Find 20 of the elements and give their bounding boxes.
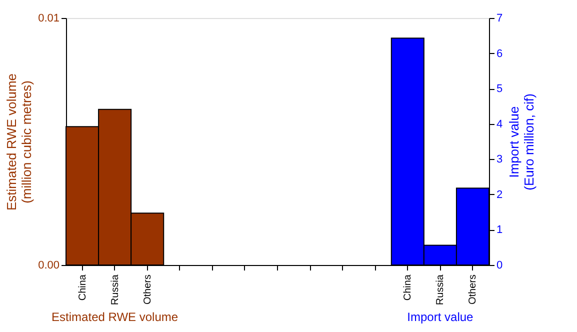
y2-tick-label: 3	[496, 154, 503, 166]
y2-tick-label: 0	[496, 260, 503, 272]
y2-tick-label: 7	[496, 12, 503, 24]
x-tick-label: Others	[468, 274, 479, 305]
text: Import value	[407, 310, 474, 324]
y2-tick-label: 2	[496, 188, 503, 201]
x-tick-label: Others	[142, 274, 154, 305]
x-tick-label: China	[402, 274, 414, 301]
y2-tick-label: 5	[496, 83, 503, 96]
y-tick-label: 0.00	[38, 260, 60, 272]
x-tick-label: China	[77, 274, 88, 301]
y-axis-title: Estimated RWE volume (million cubic metres)	[4, 73, 34, 211]
y2-axis-title: Import value (Euro million, cif)	[506, 94, 537, 190]
text: Estimated RWE volume	[52, 310, 178, 324]
y2-tick-label: 1	[496, 224, 503, 236]
y2-tick-label: 6	[496, 48, 503, 60]
x-tick-label: Russia	[435, 274, 446, 306]
y2-tick-label: 4	[496, 118, 503, 130]
x-tick-label: Russia	[110, 274, 121, 306]
y-tick-label: 0.01	[38, 12, 60, 24]
